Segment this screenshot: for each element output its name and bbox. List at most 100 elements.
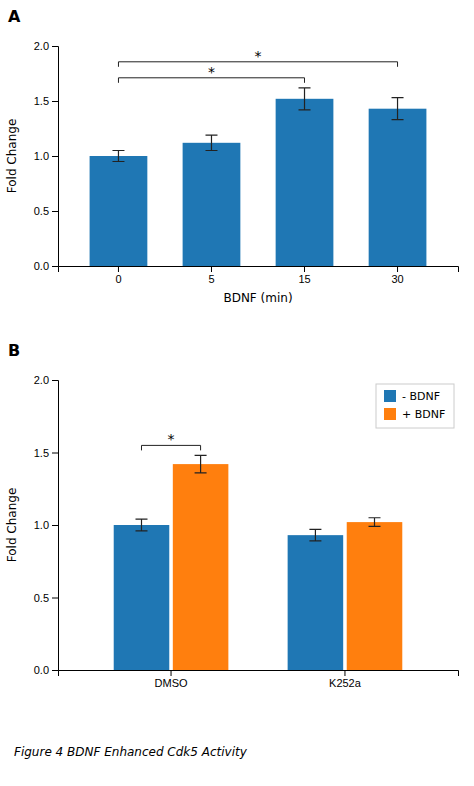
y-tick: 0.0 — [34, 260, 58, 272]
legend-label: + BDNF — [402, 408, 445, 421]
bar — [288, 535, 344, 670]
y-tick-label: 1.5 — [34, 447, 49, 459]
error-bar-line — [299, 88, 311, 110]
error-bar — [135, 519, 147, 531]
x-tick-label: 15 — [298, 273, 310, 285]
y-tick-label: 0.0 — [34, 260, 49, 272]
x-tick-label: K252a — [329, 677, 362, 689]
error-bar — [309, 529, 321, 541]
x-tick-label: 0 — [115, 273, 121, 285]
axis-line — [59, 267, 459, 273]
error-bar — [195, 455, 207, 472]
panel-title: A — [8, 7, 21, 26]
bar — [114, 525, 170, 670]
chart: 0 5 15 30 0.0 0.5 1.0 1.5 2.0 BDNF (min) Fold Chan… — [5, 7, 459, 305]
error-bar-line — [135, 519, 147, 531]
axis-line — [52, 47, 59, 267]
error-bar-line — [205, 135, 217, 150]
y-tick-mark — [52, 46, 58, 47]
y-axis: 0.0 0.5 1.0 1.5 2.0 — [34, 374, 59, 676]
y-tick-label: 0.5 — [34, 205, 49, 217]
x-tick-label: DMSO — [155, 677, 188, 689]
y-tick-mark — [52, 598, 58, 599]
y-tick-mark — [52, 525, 58, 526]
y-tick: 1.5 — [34, 95, 58, 107]
plot-area — [114, 455, 403, 670]
y-tick: 2.0 — [34, 40, 58, 52]
bar — [183, 143, 241, 266]
y-tick-label: 1.0 — [34, 150, 49, 162]
bar — [90, 156, 148, 266]
chart: DMSO K252a 0.0 0.5 1.0 1.5 2.0 Fold Change B * - B… — [5, 341, 459, 689]
y-tick: 1.5 — [34, 447, 58, 459]
y-tick: 1.0 — [34, 519, 58, 531]
plot-area — [90, 88, 427, 266]
y-axis-label: Fold Change — [5, 488, 19, 563]
x-tick: 5 — [208, 266, 214, 285]
x-tick-mark — [171, 670, 172, 676]
error-bar-line — [112, 151, 124, 162]
bar — [173, 464, 229, 670]
x-axis: DMSO K252a — [59, 670, 459, 689]
y-tick: 0.5 — [34, 205, 58, 217]
y-tick-mark — [52, 453, 58, 454]
bar — [276, 99, 334, 266]
x-tick-mark — [211, 266, 212, 272]
figure-caption: Figure 4 BDNF Enhanced Cdk5 Activity — [14, 745, 248, 759]
y-tick: 2.0 — [34, 374, 58, 386]
legend-label: - BDNF — [402, 390, 440, 403]
figure: 0 5 15 30 0.0 0.5 1.0 1.5 2.0 BDNF (min) Fold Chan… — [0, 0, 474, 786]
y-tick-mark — [52, 156, 58, 157]
legend-entry: + BDNF — [384, 408, 445, 421]
y-tick: 0.5 — [34, 592, 58, 604]
error-bar — [392, 98, 404, 120]
y-tick-mark — [52, 101, 58, 102]
bar — [347, 522, 403, 670]
y-axis: 0.0 0.5 1.0 1.5 2.0 — [34, 40, 59, 272]
y-tick-mark — [52, 211, 58, 212]
bar — [369, 109, 427, 266]
y-tick-mark — [52, 670, 58, 671]
significance-label: * — [168, 431, 175, 447]
x-tick: K252a — [329, 670, 362, 689]
legend-frame — [376, 384, 454, 428]
x-tick: 0 — [115, 266, 121, 285]
axis-line — [52, 381, 59, 671]
y-tick-mark — [52, 380, 58, 381]
x-axis-label: BDNF (min) — [223, 291, 292, 305]
y-tick-label: 2.0 — [34, 40, 49, 52]
significance-label: * — [208, 64, 215, 80]
x-tick-mark — [118, 266, 119, 272]
axis-line — [59, 671, 459, 677]
error-bar-line — [309, 529, 321, 541]
error-bar — [369, 518, 381, 527]
y-tick: 0.0 — [34, 664, 58, 676]
legend-entry: - BDNF — [384, 390, 440, 403]
error-bar — [112, 151, 124, 162]
x-tick-label: 5 — [208, 273, 214, 285]
panel-title: B — [8, 341, 20, 360]
x-tick-mark — [344, 670, 345, 676]
y-tick-label: 2.0 — [34, 374, 49, 386]
x-tick-mark — [304, 266, 305, 272]
y-tick-label: 0.0 — [34, 664, 49, 676]
x-axis: 0 5 15 30 — [59, 266, 459, 285]
x-tick-mark — [397, 266, 398, 272]
error-bar-line — [195, 455, 207, 472]
y-tick-mark — [52, 266, 58, 267]
x-tick: DMSO — [155, 670, 188, 689]
x-tick: 15 — [298, 266, 310, 285]
x-tick-label: 30 — [391, 273, 403, 285]
y-tick: 1.0 — [34, 150, 58, 162]
error-bar — [205, 135, 217, 150]
error-bar-line — [392, 98, 404, 120]
error-bar — [299, 88, 311, 110]
legend: - BDNF + BDNF — [376, 384, 454, 428]
y-axis-label: Fold Change — [5, 119, 19, 194]
legend-swatch — [384, 408, 396, 420]
y-tick-label: 0.5 — [34, 592, 49, 604]
y-tick-label: 1.0 — [34, 519, 49, 531]
legend-swatch — [384, 390, 396, 402]
error-bar-line — [369, 518, 381, 527]
y-tick-label: 1.5 — [34, 95, 49, 107]
